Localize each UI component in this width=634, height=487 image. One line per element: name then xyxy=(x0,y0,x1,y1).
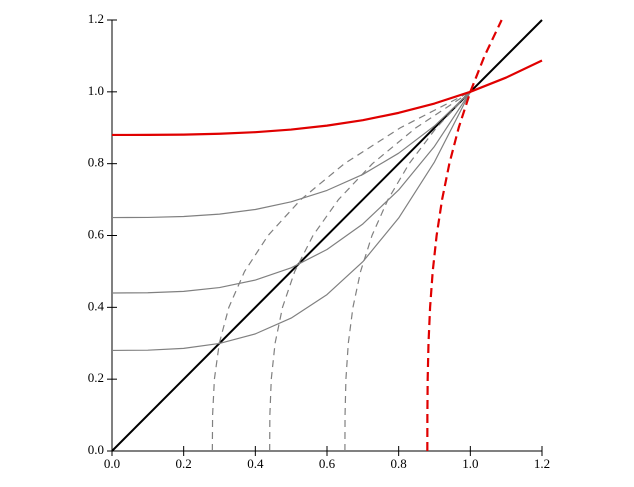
x-tick-label: 0.2 xyxy=(176,456,192,471)
series-line xyxy=(111,91,471,352)
y-tick-label: 0.0 xyxy=(88,442,104,457)
y-tick-label: 1.0 xyxy=(88,83,104,98)
x-tick-label: 0.0 xyxy=(104,456,120,471)
series-line xyxy=(211,91,471,452)
x-tick-label: 0.6 xyxy=(319,456,336,471)
y-tick-label: 0.2 xyxy=(88,370,104,385)
series-line xyxy=(111,91,471,294)
series-line xyxy=(344,91,471,452)
x-tick-label: 0.8 xyxy=(391,456,407,471)
x-tick-label: 1.0 xyxy=(462,456,478,471)
y-tick-label: 0.8 xyxy=(88,155,104,170)
series-line xyxy=(111,59,543,137)
series-line xyxy=(111,19,543,452)
y-tick-label: 1.2 xyxy=(88,11,104,26)
x-tick-label: 0.4 xyxy=(247,456,264,471)
series-line xyxy=(426,19,503,452)
y-tick-label: 0.6 xyxy=(88,226,105,241)
y-tick-label: 0.4 xyxy=(88,298,105,313)
x-tick-label: 1.2 xyxy=(534,456,550,471)
series-line xyxy=(269,91,471,452)
series-line xyxy=(111,91,471,219)
